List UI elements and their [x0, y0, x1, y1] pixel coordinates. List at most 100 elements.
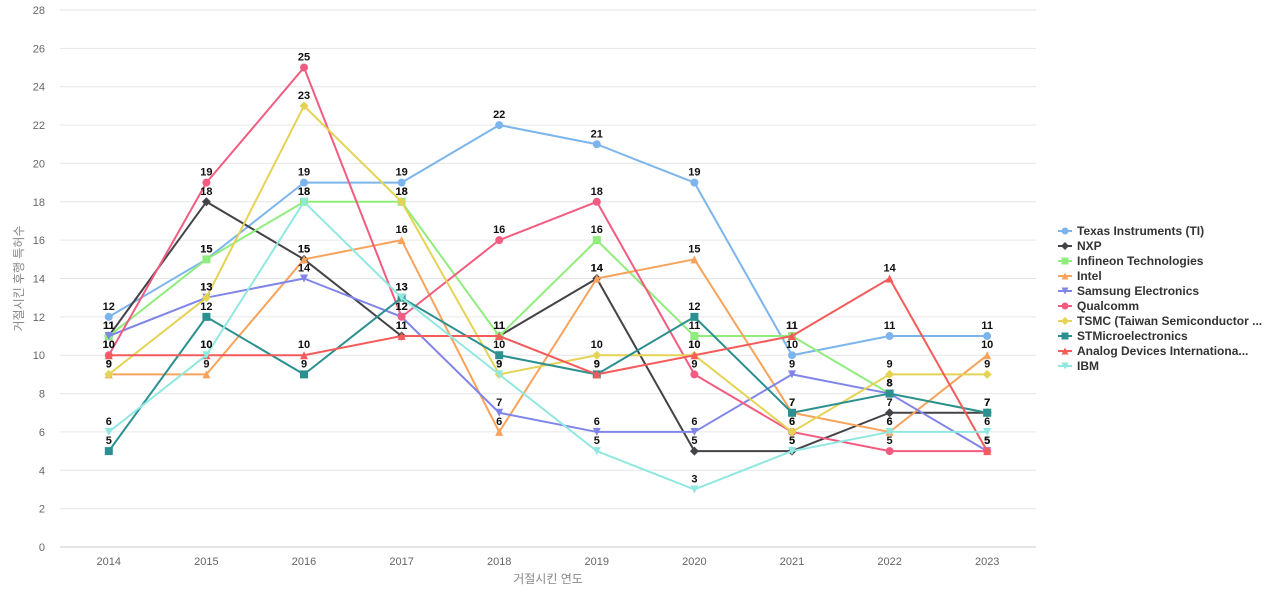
data-point[interactable] — [104, 312, 113, 321]
data-label: 11 — [786, 320, 798, 332]
data-point[interactable] — [201, 197, 211, 207]
data-point[interactable] — [300, 274, 308, 283]
data-point[interactable] — [885, 427, 894, 436]
data-point[interactable] — [104, 369, 114, 379]
data-point[interactable] — [885, 369, 895, 379]
data-label: 12 — [395, 301, 407, 313]
data-point[interactable] — [397, 236, 406, 245]
data-point[interactable] — [397, 197, 407, 207]
data-point[interactable] — [495, 332, 504, 341]
data-label: 15 — [200, 243, 212, 255]
data-point[interactable] — [397, 178, 406, 187]
data-label: 14 — [591, 263, 604, 275]
data-point[interactable] — [495, 427, 504, 436]
data-point[interactable] — [201, 293, 211, 303]
data-label: 15 — [688, 243, 700, 255]
data-point[interactable] — [592, 140, 601, 149]
data-point[interactable] — [788, 408, 796, 417]
data-point[interactable] — [397, 293, 406, 302]
data-point[interactable] — [983, 408, 992, 417]
data-point[interactable] — [788, 332, 796, 341]
data-point[interactable] — [592, 350, 602, 360]
legend-item[interactable]: Texas Instruments (TI) — [1058, 224, 1204, 238]
data-point[interactable] — [787, 427, 797, 437]
data-point[interactable] — [202, 178, 211, 187]
data-point[interactable] — [299, 101, 309, 111]
data-point[interactable] — [690, 370, 699, 379]
data-point[interactable] — [397, 332, 406, 341]
data-point[interactable] — [202, 351, 211, 360]
data-point[interactable] — [495, 236, 504, 245]
data-point[interactable] — [983, 332, 992, 341]
data-point[interactable] — [690, 351, 699, 360]
data-point[interactable] — [885, 332, 894, 341]
data-point[interactable] — [788, 447, 796, 456]
legend-label: NXP — [1077, 239, 1102, 253]
y-tick-label: 6 — [39, 427, 45, 439]
data-label: 18 — [298, 186, 310, 198]
data-label: 5 — [984, 435, 990, 447]
data-label: 6 — [106, 416, 112, 428]
data-point[interactable] — [397, 312, 406, 321]
data-point[interactable] — [690, 312, 699, 321]
data-label: 9 — [106, 358, 112, 370]
data-point[interactable] — [300, 178, 308, 187]
legend-item[interactable]: TSMC (Taiwan Semiconductor ... — [1058, 314, 1262, 328]
data-point[interactable] — [592, 236, 601, 245]
data-point[interactable] — [885, 408, 895, 418]
legend-item[interactable]: Qualcomm — [1058, 299, 1139, 313]
data-point[interactable] — [495, 408, 504, 417]
data-point[interactable] — [592, 447, 601, 456]
x-tick-label: 2017 — [389, 556, 413, 568]
data-point[interactable] — [300, 63, 308, 72]
data-point[interactable] — [202, 370, 211, 379]
data-point[interactable] — [982, 369, 992, 379]
data-label: 9 — [106, 358, 112, 370]
data-point[interactable] — [885, 447, 894, 456]
legend-item[interactable]: Samsung Electronics — [1058, 284, 1199, 298]
data-point[interactable] — [495, 370, 504, 379]
data-point[interactable] — [592, 274, 601, 283]
data-label: 10 — [298, 339, 310, 351]
data-point[interactable] — [592, 197, 601, 206]
data-point[interactable] — [592, 370, 601, 379]
data-point[interactable] — [690, 178, 699, 187]
data-point[interactable] — [983, 351, 992, 360]
data-point[interactable] — [690, 332, 699, 341]
legend-item[interactable]: Intel — [1058, 269, 1102, 283]
data-point[interactable] — [495, 121, 504, 130]
y-tick-label: 20 — [33, 158, 45, 170]
data-point[interactable] — [495, 351, 504, 360]
data-point[interactable] — [983, 447, 992, 456]
legend-item[interactable]: NXP — [1058, 239, 1102, 253]
data-point[interactable] — [690, 485, 699, 494]
data-point[interactable] — [104, 332, 113, 341]
legend-item[interactable]: IBM — [1058, 359, 1099, 373]
legend-item[interactable]: Infineon Technologies — [1058, 254, 1204, 268]
data-label: 12 — [395, 301, 407, 313]
data-point[interactable] — [300, 351, 308, 360]
legend-item[interactable]: Analog Devices Internationa... — [1058, 344, 1248, 358]
data-point[interactable] — [104, 351, 113, 360]
data-point[interactable] — [202, 312, 211, 321]
data-label: 9 — [496, 358, 502, 370]
data-point[interactable] — [689, 446, 699, 456]
data-point[interactable] — [690, 427, 699, 436]
data-point[interactable] — [690, 255, 699, 264]
data-point[interactable] — [104, 447, 113, 456]
data-point[interactable] — [202, 255, 211, 264]
data-point[interactable] — [300, 255, 308, 264]
data-point[interactable] — [300, 370, 308, 379]
data-point[interactable] — [983, 427, 992, 436]
legend-item[interactable]: STMicroelectronics — [1058, 329, 1188, 343]
data-point[interactable] — [300, 197, 308, 206]
y-tick-label: 26 — [33, 43, 45, 55]
data-point[interactable] — [104, 427, 113, 436]
data-point[interactable] — [788, 351, 796, 360]
data-point[interactable] — [592, 427, 601, 436]
data-point[interactable] — [885, 274, 894, 283]
data-label: 22 — [493, 109, 505, 121]
data-point[interactable] — [788, 370, 796, 379]
data-point[interactable] — [885, 389, 894, 398]
